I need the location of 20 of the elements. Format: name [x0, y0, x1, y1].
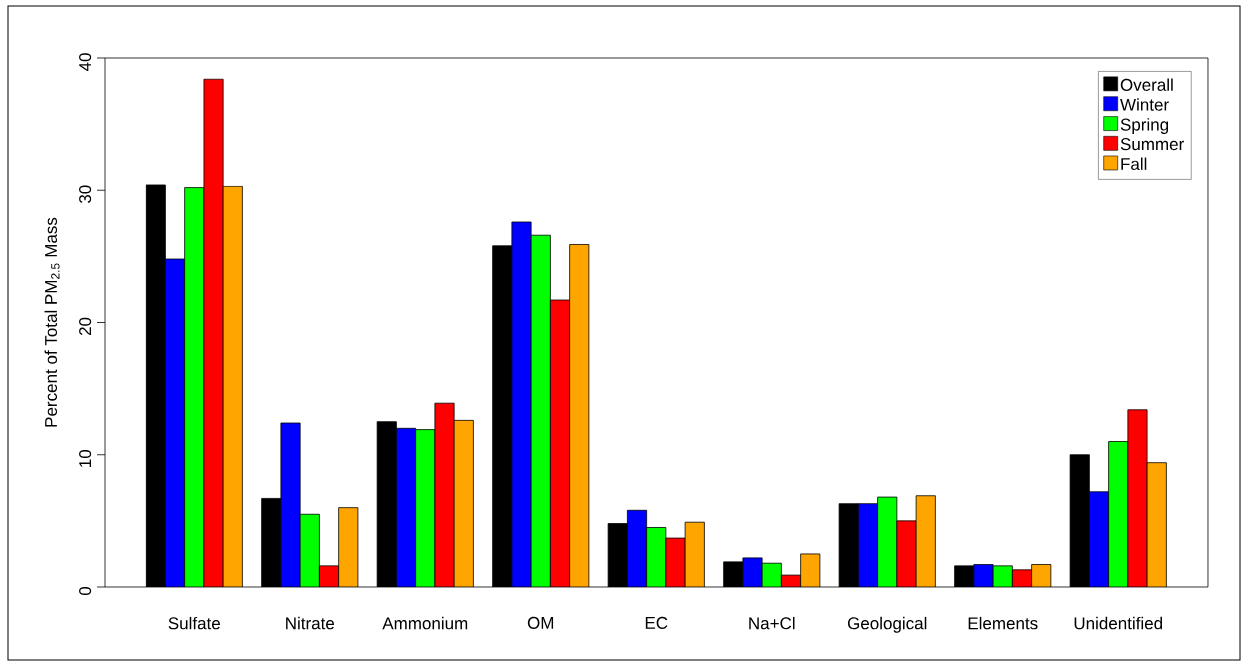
y-tick-label: 0 — [79, 586, 92, 596]
x-tick-label: Sulfate — [168, 616, 220, 630]
legend-label: Overall — [1120, 78, 1173, 91]
x-tick-label: Na+Cl — [749, 616, 795, 630]
x-tick-label: Geological — [847, 616, 927, 633]
y-tick-label: 10 — [79, 449, 92, 467]
legend-label: Fall — [1121, 157, 1147, 171]
legend-label: Winter — [1120, 98, 1169, 111]
legend-label: Spring — [1120, 118, 1169, 134]
legend-label: Summer — [1120, 138, 1184, 151]
y-tick-label: 40 — [79, 53, 92, 72]
x-tick-label: OM — [527, 616, 554, 629]
x-tick-label: Elements — [968, 616, 1038, 630]
x-tick-label: Unidentified — [1074, 616, 1163, 630]
y-tick-label: 20 — [79, 317, 92, 336]
y-axis-title: Percent of Total PM$_{2.5}$ Mass — [44, 217, 60, 427]
x-tick-label: Ammonium — [382, 616, 468, 630]
x-tick-label: Nitrate — [286, 616, 335, 630]
x-tick-label: EC — [645, 616, 668, 629]
y-tick-label: 30 — [79, 185, 92, 204]
